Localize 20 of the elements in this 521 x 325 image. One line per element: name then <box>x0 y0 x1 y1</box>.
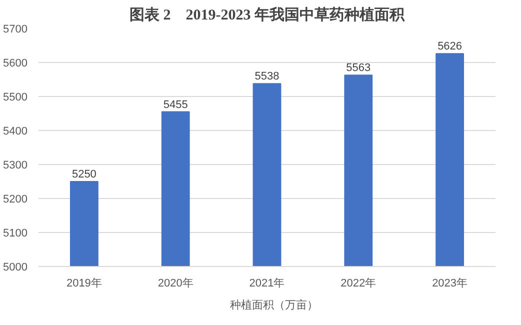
x-tick-label: 2019年 <box>66 278 102 290</box>
y-tick-label: 5500 <box>3 92 28 104</box>
x-tick-label: 2020年 <box>158 278 194 290</box>
data-label: 5563 <box>346 62 371 74</box>
text: 种植面积（万亩） <box>230 298 318 312</box>
chart-title: 图表 2 2019-2023 年我国中草药种植面积 <box>130 6 406 24</box>
y-tick-label: 5300 <box>3 160 28 172</box>
x-tick-label: 2022年 <box>340 278 376 290</box>
y-tick-label: 5600 <box>3 58 28 70</box>
data-label: 5538 <box>254 70 280 83</box>
y-tick-label: 5100 <box>3 228 28 240</box>
y-tick-label: 5700 <box>3 24 28 36</box>
data-label: 5455 <box>163 98 188 111</box>
y-tick-label: 5200 <box>3 194 28 206</box>
data-label: 5626 <box>438 40 462 53</box>
x-tick-label: 2023年 <box>432 278 468 290</box>
data-label: 5250 <box>72 168 96 180</box>
x-tick-label: 2021年 <box>249 278 285 290</box>
y-tick-label: 5000 <box>3 262 28 274</box>
y-tick-label: 5400 <box>3 126 28 138</box>
